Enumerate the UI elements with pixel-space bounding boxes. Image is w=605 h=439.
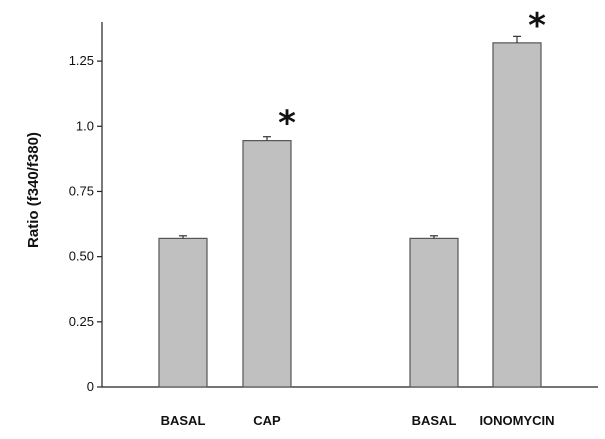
category-label: IONOMYCIN — [479, 413, 554, 428]
y-tick-label: 0.25 — [69, 314, 94, 329]
y-axis-title: Ratio (f340/f380) — [25, 132, 42, 248]
bar — [492, 42, 542, 388]
y-tick-label: 0.75 — [69, 183, 94, 198]
bar — [242, 140, 292, 388]
chart-labels: 0 0.25 0.50 0.75 1.0 1.25 BASAL * CAP BASAL * IONOM… — [69, 6, 555, 428]
y-tick-label: 0 — [87, 379, 94, 394]
category-label: BASAL — [161, 413, 206, 428]
category-label: BASAL — [412, 413, 457, 428]
bar — [409, 237, 459, 388]
bar — [158, 237, 208, 388]
category-label: CAP — [253, 413, 281, 428]
significance-star: * — [528, 6, 546, 46]
significance-star: * — [278, 104, 296, 144]
y-tick-label: 1.25 — [69, 53, 94, 68]
chart-bars — [158, 35, 542, 388]
y-tick-label: 1.0 — [76, 118, 94, 133]
y-tick-label: 0.50 — [69, 249, 94, 264]
